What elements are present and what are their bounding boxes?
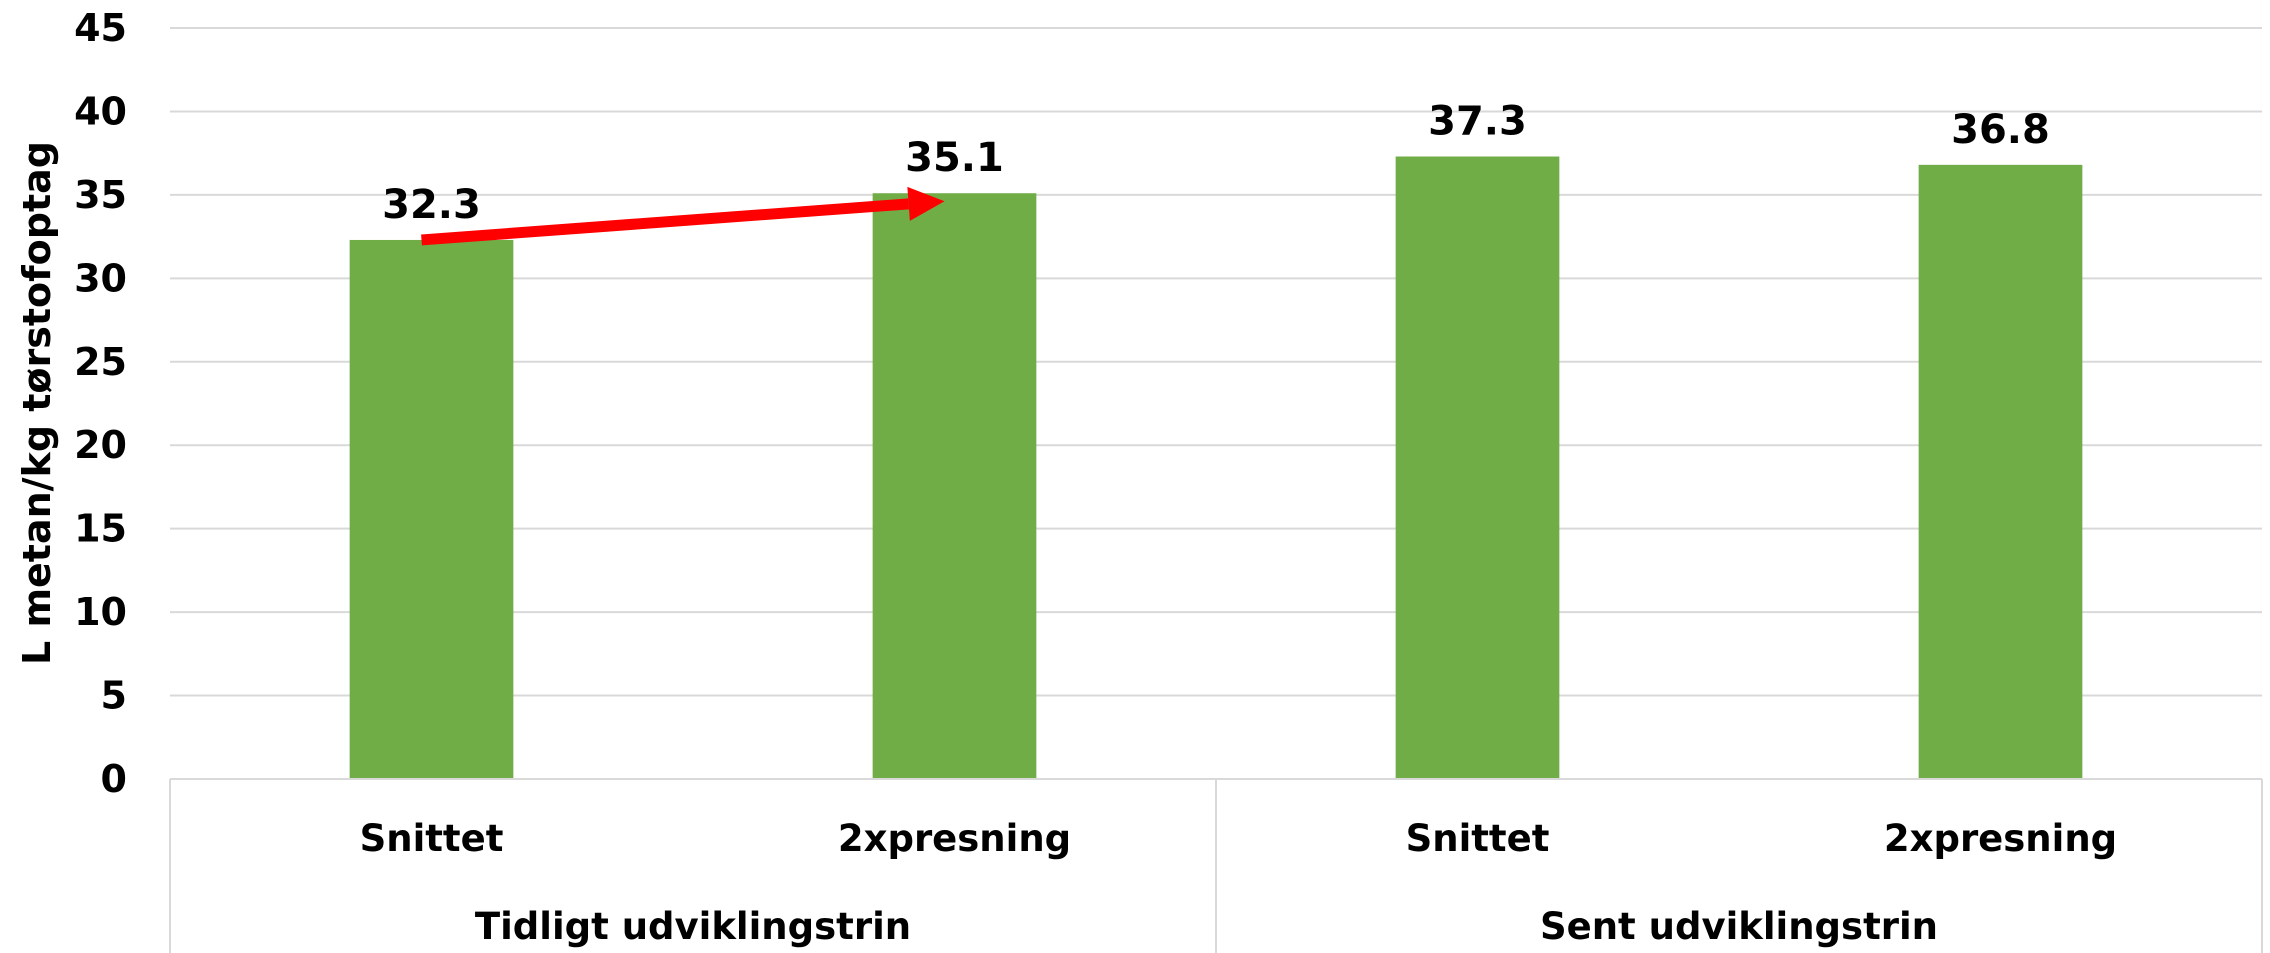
category-label: Snittet	[1406, 817, 1550, 860]
y-tick-label: 45	[74, 6, 127, 50]
category-label: Snittet	[360, 817, 504, 860]
data-label: 35.1	[905, 135, 1004, 181]
y-tick-label: 5	[101, 674, 127, 718]
data-label: 32.3	[382, 182, 481, 228]
x-axis: Snittet 2xpresning Snittet 2xpresning Tidlig…	[169, 778, 2263, 953]
gridlines	[170, 27, 2262, 697]
y-tick-label: 0	[101, 757, 127, 801]
data-label: 37.3	[1428, 99, 1527, 145]
group-label: Tidligt udviklingstrin	[475, 905, 911, 948]
bar	[1918, 164, 2083, 780]
arrow-head	[907, 186, 945, 221]
bars	[349, 156, 2083, 780]
y-tick-label: 40	[74, 89, 127, 133]
y-tick-label: 30	[74, 256, 127, 300]
bar	[349, 239, 514, 780]
y-tick-label: 35	[74, 173, 127, 217]
y-tick-label: 25	[74, 340, 127, 384]
y-tick-label: 10	[74, 590, 127, 634]
bar	[872, 193, 1037, 780]
data-label: 36.8	[1951, 107, 2050, 153]
arrow-shaft	[421, 198, 910, 246]
y-tick-labels: 0 5 10 15 20 25 30 35 40 45	[74, 6, 127, 801]
y-tick-label: 15	[74, 507, 127, 551]
y-tick-label: 20	[74, 423, 127, 467]
group-label: Sent udviklingstrin	[1540, 905, 1938, 948]
data-labels: 32.3 35.1 37.3 36.8	[382, 99, 2050, 228]
category-label: 2xpresning	[1884, 817, 2117, 860]
y-axis-title: L metan/kg tørstofoptag	[15, 141, 59, 665]
annotation-arrow	[421, 186, 945, 246]
category-label: 2xpresning	[838, 817, 1071, 860]
bar	[1395, 156, 1560, 779]
